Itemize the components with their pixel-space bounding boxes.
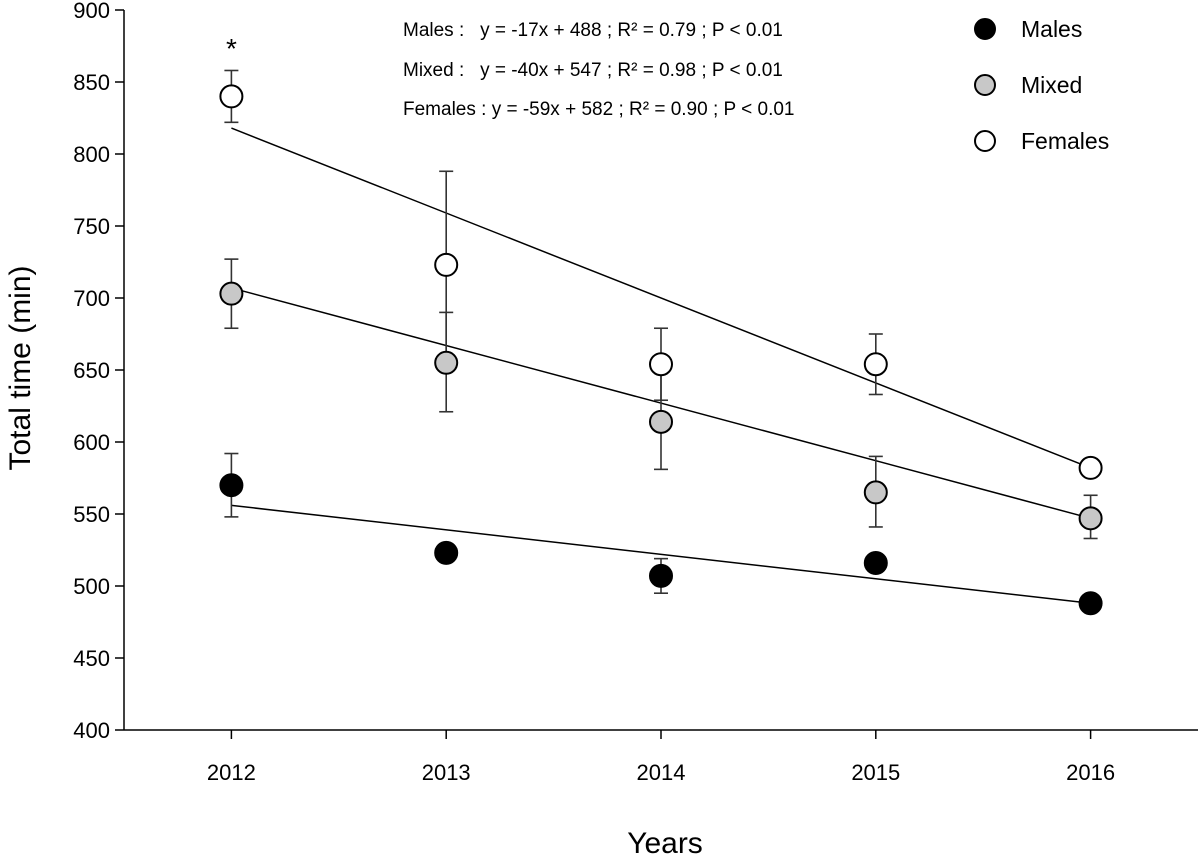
- legend-marker-mixed: [974, 74, 996, 96]
- y-tick-label: 900: [73, 0, 110, 23]
- data-point-mixed: [649, 409, 673, 434]
- y-tick-label: 650: [73, 358, 110, 383]
- equation-females: Females : y = -59x + 582 ; R² = 0.90 ; P…: [403, 99, 794, 120]
- legend-item-males: Males: [974, 16, 1082, 42]
- y-tick-label: 550: [73, 502, 110, 527]
- trend-line-females: [231, 127, 1091, 469]
- data-point-females: [863, 352, 888, 377]
- data-point-females: [1078, 455, 1103, 480]
- legend-label-males: Males: [1021, 16, 1082, 42]
- y-tick-label: 450: [73, 646, 110, 671]
- legend-label-females: Females: [1021, 128, 1109, 154]
- error-bars: [224, 69, 1098, 595]
- data-point-females: [649, 352, 673, 377]
- y-tick-label: 800: [73, 142, 110, 167]
- data-point-males: [1078, 591, 1103, 616]
- regression-equations: Males : y = -17x + 488 ; R² = 0.79 ; P <…: [403, 20, 794, 120]
- data-point-males: [863, 550, 888, 575]
- y-tick-label: 400: [73, 718, 110, 743]
- y-ticks: 400 450 500 550 600 650 700 750 800 850 900: [73, 0, 124, 743]
- y-axis-title: Total time (min): [4, 265, 37, 470]
- y-tick-label: 600: [73, 430, 110, 455]
- legend: Males Mixed Females: [974, 16, 1109, 154]
- x-tick-label: 2013: [422, 760, 471, 785]
- legend-marker-males: [974, 18, 996, 40]
- data-points: [219, 84, 1103, 616]
- data-point-mixed: [863, 480, 888, 505]
- x-tick-label: 2016: [1066, 760, 1115, 785]
- data-point-mixed: [1078, 506, 1103, 531]
- y-tick-label: 500: [73, 574, 110, 599]
- data-point-females: [219, 84, 244, 109]
- y-tick-label: 850: [73, 70, 110, 95]
- data-point-males: [649, 563, 673, 588]
- equation-mixed: Mixed : y = -40x + 547 ; R² = 0.98 ; P <…: [403, 60, 783, 81]
- data-point-mixed: [219, 281, 244, 306]
- trend-line-males: [231, 504, 1091, 605]
- data-point-males: [434, 540, 459, 565]
- x-axis-title: Years: [627, 827, 703, 856]
- x-tick-label: 2014: [637, 760, 686, 785]
- legend-marker-females: [974, 130, 996, 152]
- data-point-males: [219, 473, 244, 498]
- x-tick-label: 2012: [207, 760, 256, 785]
- data-point-mixed: [434, 350, 459, 375]
- y-tick-label: 750: [73, 214, 110, 239]
- legend-label-mixed: Mixed: [1021, 72, 1082, 98]
- y-tick-label: 700: [73, 286, 110, 311]
- significance-annotation: *: [226, 33, 237, 64]
- equation-males: Males : y = -17x + 488 ; R² = 0.79 ; P <…: [403, 20, 783, 41]
- legend-item-mixed: Mixed: [974, 72, 1082, 98]
- x-ticks: 2012 2013 2014 2015 2016: [207, 730, 1115, 785]
- legend-item-females: Females: [974, 128, 1109, 154]
- data-point-females: [434, 252, 459, 277]
- x-tick-label: 2015: [851, 760, 900, 785]
